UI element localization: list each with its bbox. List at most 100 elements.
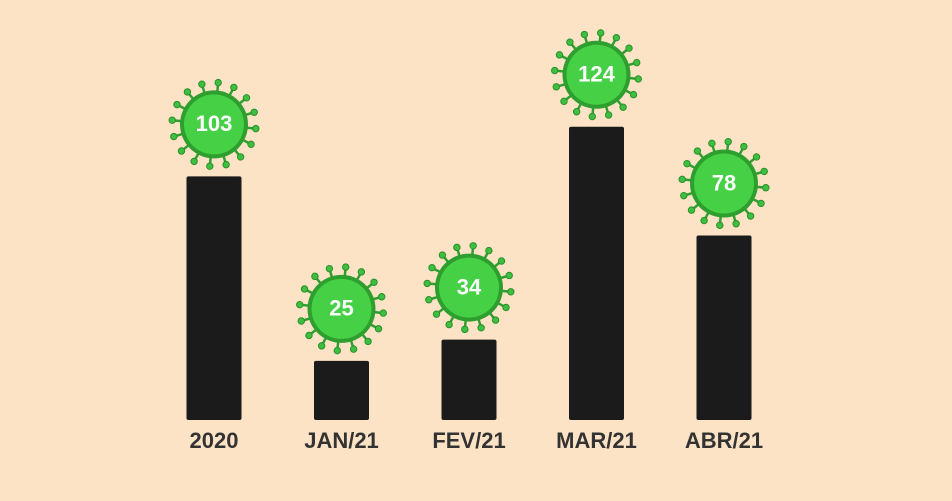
virus-spike-tip [357,268,366,276]
x-tick-label: 2020 [190,428,239,453]
virus-spike-tip [634,75,642,83]
virus-spike-tip [485,246,493,255]
virus-spike-tip [633,58,641,67]
virus-spike-tip [222,160,230,169]
virus-spike-tip [708,139,716,148]
virus-spike-tip [491,316,500,324]
value-label: 34 [457,274,482,299]
virus-spike-tip [477,324,485,332]
virus-spike-tip [428,264,436,272]
virus-spike-tip [305,331,313,340]
virus-icon [296,263,387,355]
virus-spike-tip [566,38,574,46]
virus-spike-tip [762,184,770,192]
virus-spike-tip [560,97,568,106]
virus-spike-tip [683,159,691,168]
virus-spike-tip [333,346,342,355]
virus-spike-tip [423,279,431,288]
virus-spike-tip [198,80,206,88]
virus-spike-tip [752,153,761,161]
virus-spike-tip [760,167,768,176]
virus-icon [678,138,770,230]
virus-spike-tip [317,342,326,350]
virus-spike-tip [453,243,461,252]
virus-spike-tip [173,100,181,109]
virus-spike-tip [183,88,192,96]
virus-spike-tip [693,147,702,155]
virus-body-inner [566,44,627,105]
value-label: 78 [712,170,736,195]
virus-spike-tip [378,293,386,301]
virus-spike-tip [425,296,433,304]
value-label: 25 [329,296,353,321]
value-label: 124 [578,62,615,87]
virus-spike-tip [629,90,638,99]
virus-spike-tip [230,83,238,92]
virus-spike-tip [461,325,469,334]
virus-spike-tip [551,66,559,75]
virus-spike-tip [252,124,260,133]
virus-spike-tip [296,300,304,309]
virus-spike-tip [740,142,748,151]
virus-icon [423,242,515,334]
x-tick-label: FEV/21 [432,428,505,453]
virus-body-inner [311,278,372,339]
bar [441,339,497,420]
virus-spike-tip [687,206,696,214]
virus-spike-tip [555,51,564,59]
virus-spike-tip [374,325,383,333]
virus-spike-tip [700,216,708,225]
virus-spike-tip [214,78,222,87]
virus-spike-tip [300,285,309,293]
virus-spike-tip [580,30,589,39]
virus-spike-tip [250,108,258,116]
virus-spike-tip [612,34,621,42]
virus-spike-tip [311,272,319,281]
virus-spike-tip [680,191,688,200]
virus-spike-tip [364,337,372,346]
virus-spike-tip [469,242,477,250]
virus-spike-tip [596,29,605,37]
virus-spike-tip [242,94,251,102]
virus-spike-tip [746,212,755,220]
virus-spike-tip [572,108,581,116]
virus-spike-tip [505,271,513,280]
virus-spike-tip [552,83,560,91]
virus-spike-tip [507,288,515,296]
x-tick-label: MAR/21 [556,428,637,453]
virus-spike-tip [716,221,724,230]
virus-body-inner [184,94,244,155]
virus-spike-tip [432,310,441,318]
virus-icon [551,29,642,121]
virus-body-inner [439,257,499,318]
virus-spike-tip [341,263,350,271]
value-label: 103 [196,111,233,136]
bar [314,360,369,420]
virus-spike-tip [757,199,765,208]
bar [569,126,624,421]
virus-spike-tip [445,320,453,329]
virus-spike-tip [177,147,186,155]
virus-spike-tip [438,251,447,259]
virus-spike-tip [379,309,387,317]
virus-spike-tip [236,153,245,161]
virus-spike-tip [588,112,597,121]
virus-spike-tip [349,345,358,353]
virus-spike-tip [625,44,633,52]
virus-spike-tip [325,264,334,273]
virus-spike-tip [732,220,740,228]
virus-spike-tip [170,132,178,141]
virus-spike-tip [497,257,506,265]
bar [186,176,242,420]
virus-spike-tip [247,140,255,148]
x-tick-label: JAN/21 [304,428,379,453]
virus-body-inner [694,153,754,214]
virus-spike-tip [206,162,214,170]
virus-spike-tip [502,303,510,312]
virus-spike-tip [724,138,732,146]
virus-spike-tip [370,278,378,286]
virus-spike-tip [619,103,627,111]
virus-spike-tip [678,175,686,184]
